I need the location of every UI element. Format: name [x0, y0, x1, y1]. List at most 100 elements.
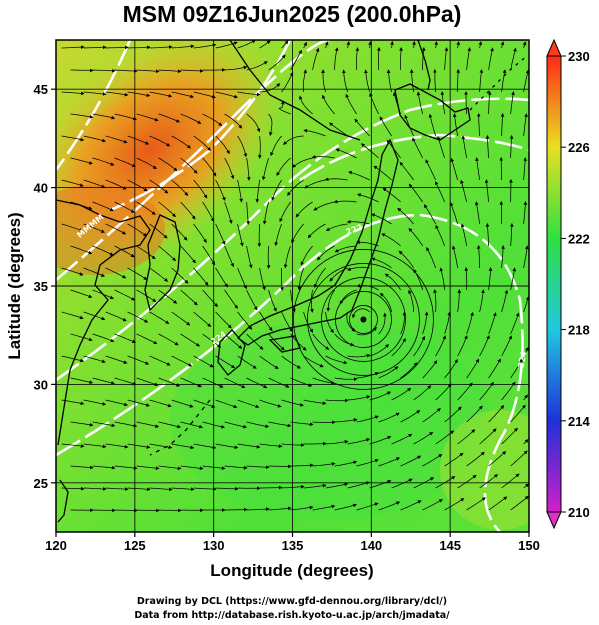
streamline — [436, 135, 445, 159]
streamline — [523, 201, 528, 225]
streamline — [523, 157, 527, 181]
streamline — [215, 486, 239, 491]
streamline — [390, 40, 394, 49]
streamline — [70, 68, 94, 73]
streamline — [127, 223, 148, 237]
streamline — [114, 508, 138, 513]
streamline — [433, 289, 437, 313]
streamline — [510, 91, 515, 115]
streamline — [105, 45, 129, 50]
streamline — [501, 473, 520, 489]
streamline — [149, 45, 173, 49]
streamline — [61, 399, 85, 406]
streamline — [224, 65, 248, 71]
streamline — [487, 90, 492, 115]
streamline — [180, 377, 202, 388]
isotherm-line — [299, 133, 529, 182]
isotherm-line — [56, 40, 132, 171]
streamline — [370, 257, 392, 269]
streamline — [61, 179, 84, 187]
streamline — [461, 135, 467, 159]
streamline — [237, 40, 256, 49]
streamline — [355, 47, 360, 71]
streamline — [268, 289, 277, 312]
streamline — [324, 177, 348, 182]
streamline — [105, 179, 127, 190]
streamline — [127, 267, 148, 280]
streamline — [171, 311, 191, 326]
streamline — [379, 292, 392, 313]
streamline — [488, 405, 505, 423]
streamline — [171, 91, 195, 99]
streamline — [326, 289, 335, 312]
y-tick-label: 40 — [34, 181, 48, 196]
y-axis-ticks: 25 30 35 40 45 — [34, 82, 56, 491]
streamline — [501, 69, 507, 93]
x-axis-label: Longitude (degrees) — [210, 561, 373, 580]
cool-region — [170, 320, 490, 520]
streamline — [149, 135, 171, 147]
streamline — [70, 465, 94, 470]
streamline — [246, 333, 264, 350]
streamline — [304, 179, 326, 189]
streamline — [356, 459, 379, 467]
streamline — [158, 289, 178, 304]
streamline — [302, 69, 307, 93]
streamline — [180, 333, 201, 347]
streamline — [397, 207, 414, 225]
streamline — [335, 148, 357, 159]
streamline — [136, 201, 156, 215]
streamline — [422, 311, 429, 335]
streamline — [268, 377, 290, 388]
streamline — [127, 179, 148, 192]
streamline — [439, 267, 445, 291]
streamline — [268, 421, 292, 428]
streamline — [312, 377, 336, 385]
streamline — [474, 201, 480, 225]
x-tick-label: 150 — [518, 538, 540, 553]
colorbar-tick-label: 218 — [568, 323, 590, 338]
colorbar-ticks: 210 214 218 222 226 230 — [561, 49, 590, 520]
streamline — [171, 443, 195, 450]
streamline — [312, 462, 336, 467]
streamline — [426, 247, 436, 269]
streamline — [369, 436, 392, 445]
cyclone-streamline — [293, 249, 434, 390]
streamline — [440, 91, 445, 115]
streamline — [523, 439, 529, 445]
y-axis-label: Latitude (degrees) — [5, 212, 24, 359]
streamline — [313, 201, 335, 211]
streamline — [421, 46, 426, 70]
streamline — [105, 355, 128, 364]
contour-label: 224 — [517, 350, 529, 368]
streamline — [356, 415, 379, 423]
streamline — [224, 465, 248, 470]
streamline — [325, 311, 334, 334]
streamline — [193, 443, 217, 450]
streamline — [283, 135, 304, 145]
streamline — [127, 443, 151, 449]
streamline — [321, 69, 326, 93]
streamline — [399, 46, 403, 71]
streamline — [83, 91, 107, 96]
streamline — [444, 498, 465, 511]
streamline — [92, 113, 116, 120]
streamline — [303, 355, 324, 368]
streamline — [329, 122, 348, 137]
streamline — [61, 135, 85, 142]
streamline — [457, 382, 473, 401]
streamline — [158, 113, 181, 123]
streamline — [202, 421, 226, 429]
streamline — [378, 312, 387, 335]
streamline — [149, 443, 173, 450]
streamline — [347, 481, 370, 489]
colorbar-tick-label: 230 — [568, 49, 590, 64]
streamline — [202, 113, 223, 126]
streamline — [368, 41, 372, 49]
streamline — [345, 93, 357, 115]
streamline — [259, 311, 273, 332]
streamline — [444, 47, 449, 71]
streamline — [180, 113, 202, 124]
streamline — [522, 41, 527, 49]
streamline — [466, 311, 474, 335]
